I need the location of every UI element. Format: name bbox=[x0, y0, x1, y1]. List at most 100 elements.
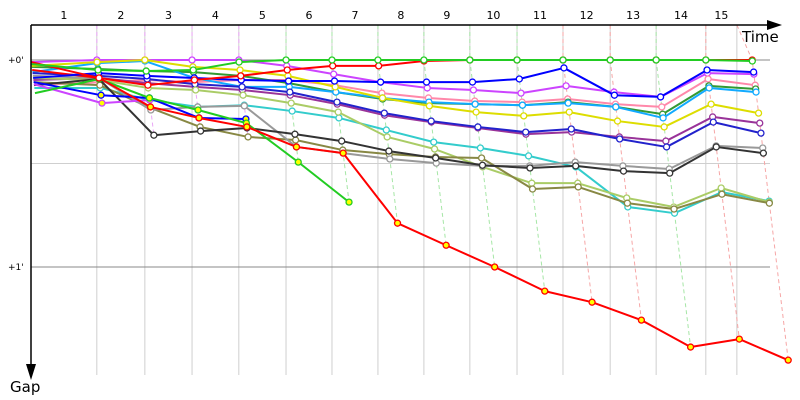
data-point bbox=[466, 56, 474, 64]
data-point bbox=[717, 184, 725, 192]
lap-line bbox=[655, 25, 692, 348]
data-point bbox=[619, 167, 628, 175]
lap-line bbox=[331, 25, 350, 203]
data-point bbox=[623, 199, 632, 207]
data-point bbox=[95, 74, 103, 82]
data-point bbox=[374, 56, 382, 64]
data-point bbox=[718, 190, 726, 198]
data-point bbox=[427, 117, 435, 125]
series-red-yellow bbox=[32, 69, 792, 364]
data-point bbox=[283, 66, 291, 74]
data-point bbox=[659, 114, 667, 122]
data-point bbox=[474, 123, 482, 131]
lap-label: 3 bbox=[165, 9, 172, 22]
data-point bbox=[141, 56, 149, 64]
data-point bbox=[237, 72, 245, 80]
data-point bbox=[382, 126, 390, 134]
data-point bbox=[526, 164, 534, 172]
data-point bbox=[658, 103, 666, 111]
data-point bbox=[524, 152, 533, 160]
data-point bbox=[335, 114, 343, 122]
data-point bbox=[142, 67, 150, 75]
data-point bbox=[707, 100, 715, 108]
data-point bbox=[468, 78, 477, 86]
series-line-navy bbox=[32, 72, 762, 148]
series-group bbox=[31, 56, 792, 364]
data-point bbox=[478, 161, 487, 169]
lap-label: 6 bbox=[306, 9, 313, 22]
data-point bbox=[333, 98, 341, 106]
data-point bbox=[376, 78, 385, 86]
data-point bbox=[476, 144, 485, 152]
data-point bbox=[292, 143, 301, 151]
lap-label: 15 bbox=[714, 9, 728, 22]
data-point bbox=[784, 356, 792, 364]
data-point bbox=[562, 82, 570, 90]
data-point bbox=[541, 287, 549, 295]
lap-label: 12 bbox=[580, 9, 594, 22]
data-point bbox=[666, 169, 674, 177]
data-point bbox=[748, 57, 756, 65]
data-point bbox=[765, 199, 774, 207]
data-point bbox=[330, 77, 339, 85]
series-line-yellow bbox=[31, 59, 759, 128]
data-point bbox=[472, 108, 480, 116]
data-point bbox=[520, 112, 528, 120]
data-point bbox=[430, 145, 439, 153]
data-point bbox=[613, 117, 622, 125]
data-point bbox=[686, 343, 695, 351]
data-point bbox=[329, 62, 337, 70]
series-yellow bbox=[31, 56, 763, 131]
data-point bbox=[236, 66, 244, 74]
data-point bbox=[491, 263, 499, 271]
series-line-purple bbox=[33, 76, 760, 143]
data-point bbox=[469, 86, 478, 94]
data-point bbox=[195, 114, 203, 122]
x-axis-title: Time bbox=[741, 28, 779, 46]
data-point bbox=[704, 75, 712, 83]
data-point bbox=[284, 77, 293, 85]
lap-line bbox=[736, 24, 789, 361]
data-point bbox=[189, 66, 197, 74]
data-point bbox=[528, 185, 537, 193]
data-point bbox=[235, 58, 243, 66]
data-point bbox=[670, 205, 678, 213]
data-point bbox=[423, 84, 431, 92]
data-point bbox=[610, 91, 619, 99]
time-axis-arrow-icon bbox=[767, 20, 782, 30]
data-point bbox=[572, 162, 580, 170]
data-point bbox=[431, 154, 440, 162]
y-tick-label: +1' bbox=[8, 263, 24, 273]
data-point bbox=[559, 56, 567, 64]
data-point bbox=[425, 102, 434, 110]
data-point bbox=[616, 135, 624, 143]
data-point bbox=[477, 154, 486, 162]
data-point bbox=[652, 56, 660, 64]
data-point bbox=[146, 103, 155, 111]
lap-line bbox=[562, 25, 593, 303]
data-point bbox=[757, 129, 765, 137]
data-point bbox=[93, 58, 101, 66]
series-line-olive bbox=[33, 81, 770, 211]
data-point bbox=[282, 56, 290, 64]
series-dark-green bbox=[31, 65, 760, 118]
data-point bbox=[385, 147, 393, 155]
lap-label: 13 bbox=[626, 9, 640, 22]
data-point bbox=[660, 123, 668, 131]
data-point bbox=[712, 143, 720, 151]
data-point bbox=[662, 143, 671, 151]
data-point bbox=[338, 137, 346, 145]
data-point bbox=[145, 94, 154, 102]
data-point bbox=[752, 88, 760, 96]
data-point bbox=[606, 56, 614, 64]
series-line-green bbox=[31, 59, 753, 73]
lap-line bbox=[705, 25, 740, 340]
data-point bbox=[565, 108, 573, 116]
data-point bbox=[291, 136, 300, 144]
data-point bbox=[294, 158, 302, 166]
y-axis-title: Gap bbox=[10, 378, 40, 396]
data-point bbox=[144, 81, 152, 89]
data-point bbox=[756, 119, 764, 127]
lap-line bbox=[377, 25, 399, 224]
data-point bbox=[518, 101, 527, 109]
